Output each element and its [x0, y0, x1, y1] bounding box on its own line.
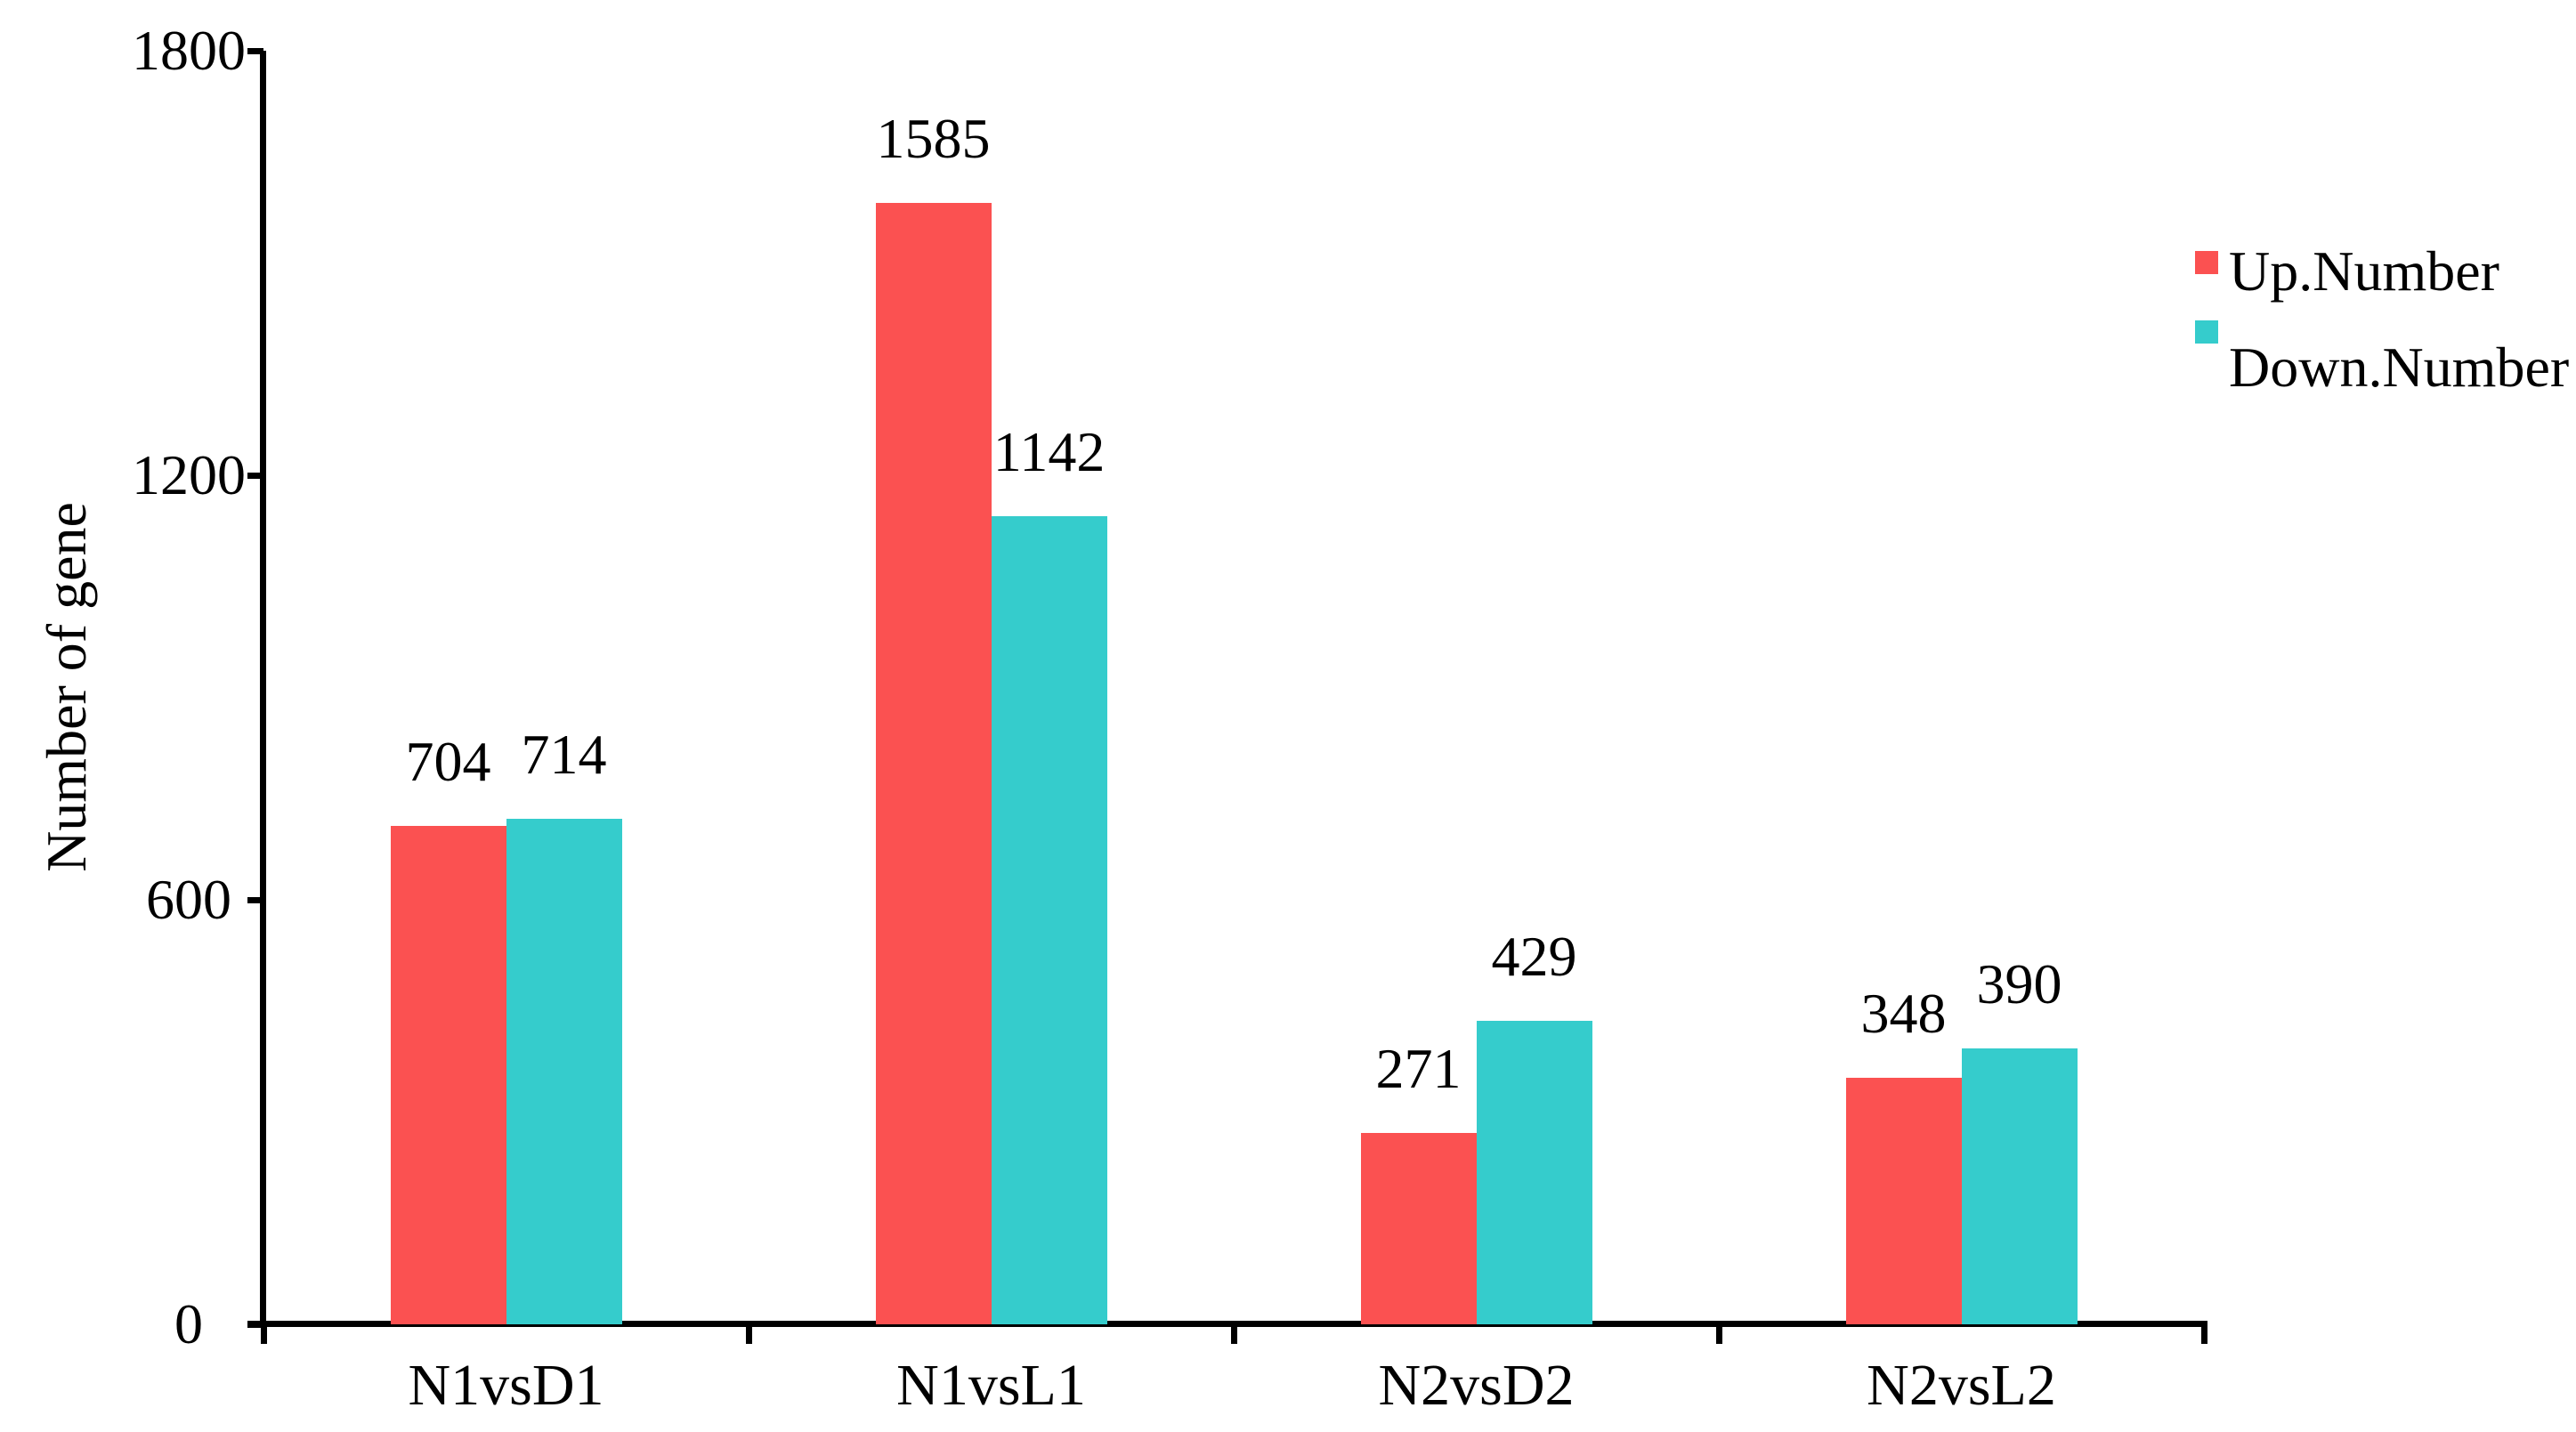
bar-down-number-N1vsL1 [991, 516, 1107, 1324]
x-axis-label-n1vsd1: N1vsD1 [408, 1353, 604, 1418]
legend-swatch-up-number [2195, 251, 2218, 274]
y-tick [247, 47, 263, 54]
x-tick [1230, 1324, 1237, 1344]
bar-value-label: 704 [405, 730, 491, 794]
x-axis-line [247, 1321, 2207, 1327]
bar-up-number-N1vsL1 [875, 202, 992, 1324]
y-tick [247, 1321, 263, 1328]
x-tick [2200, 1324, 2207, 1344]
bar-value-label: 390 [1976, 951, 2062, 1015]
legend-label-down-number: Down.Number [2229, 336, 2570, 399]
bar-up-number-N1vsD1 [390, 826, 506, 1324]
bar-down-number-N2vsD2 [1476, 1020, 1592, 1324]
y-tick-label: 1800 [132, 19, 246, 82]
x-tick [745, 1324, 752, 1344]
y-tick-label: 0 [174, 1292, 203, 1355]
bar-value-label: 714 [521, 723, 607, 787]
bar-down-number-N2vsL2 [1961, 1048, 2078, 1324]
y-axis-line [260, 51, 266, 1327]
bar-value-label: 1585 [876, 106, 991, 170]
y-tick [247, 472, 263, 479]
x-axis-label-n2vsl2: N2vsL2 [1867, 1353, 2056, 1418]
x-axis-label-n2vsd2: N2vsD2 [1378, 1353, 1575, 1418]
legend-swatch-down-number [2195, 320, 2218, 344]
y-tick-label: 1200 [132, 443, 246, 506]
bar-down-number-N1vsD1 [506, 819, 622, 1324]
bar-up-number-N2vsL2 [1845, 1078, 1962, 1324]
bar-value-label: 1142 [992, 420, 1106, 484]
x-tick [1715, 1324, 1722, 1344]
x-tick [260, 1324, 267, 1344]
bar-value-label: 271 [1375, 1036, 1462, 1100]
bar-value-label: 348 [1860, 982, 1947, 1046]
legend-label-up-number: Up.Number [2229, 239, 2499, 303]
y-tick [247, 896, 263, 903]
bar-value-label: 429 [1491, 924, 1577, 988]
y-tick-label: 600 [146, 868, 231, 931]
y-axis-title: Number of gene [35, 502, 98, 872]
bar-up-number-N2vsD2 [1360, 1132, 1477, 1324]
x-axis-label-n1vsl1: N1vsL1 [896, 1353, 1086, 1418]
